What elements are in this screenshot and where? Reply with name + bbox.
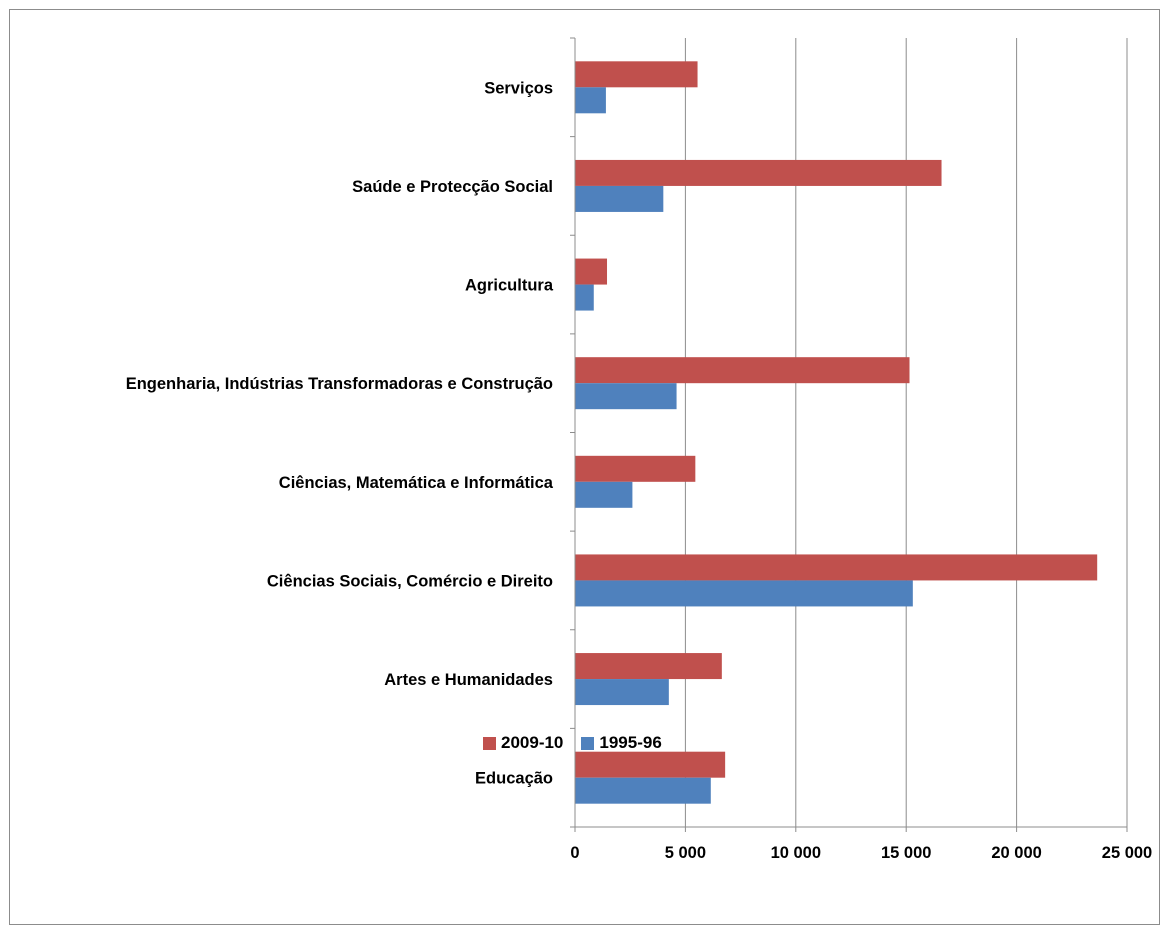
bar-2009-10-3 — [575, 455, 696, 482]
category-label-4: Engenharia, Indústrias Transformadoras e… — [126, 375, 553, 393]
bar-1995-96-0 — [575, 777, 711, 804]
bar-1995-96-2 — [575, 580, 913, 607]
x-tick-label-4: 20 000 — [991, 844, 1041, 862]
legend-swatch-1995-96 — [581, 736, 595, 750]
chart-legend: 2009-10 1995-96 — [483, 732, 680, 754]
bar-1995-96-5 — [575, 284, 594, 311]
category-label-2: Ciências Sociais, Comércio e Direito — [267, 572, 553, 590]
category-label-6: Saúde e Protecção Social — [352, 178, 553, 196]
x-tick-label-0: 0 — [570, 844, 579, 862]
category-label-3: Ciências, Matemática e Informática — [279, 474, 554, 492]
bar-1995-96-3 — [575, 481, 633, 508]
bar-2009-10-4 — [575, 357, 910, 384]
bar-2009-10-6 — [575, 159, 942, 186]
category-label-7: Serviços — [484, 79, 553, 97]
legend-label-2009-10: 2009-10 — [501, 733, 564, 752]
x-tick-label-3: 15 000 — [881, 844, 931, 862]
bar-2009-10-1 — [575, 653, 722, 680]
category-label-1: Artes e Humanidades — [384, 671, 553, 689]
category-label-5: Agricultura — [465, 277, 554, 295]
bar-2009-10-0 — [575, 751, 726, 778]
x-tick-label-1: 5 000 — [665, 844, 706, 862]
legend-item-1995-96: 1995-96 — [581, 733, 662, 753]
legend-label-1995-96: 1995-96 — [599, 733, 662, 752]
bar-2009-10-5 — [575, 258, 608, 285]
bar-1995-96-1 — [575, 679, 669, 706]
bar-1995-96-4 — [575, 383, 677, 410]
category-label-0: Educação — [475, 770, 553, 788]
x-tick-label-2: 10 000 — [771, 844, 821, 862]
legend-item-2009-10: 2009-10 — [483, 733, 563, 753]
bar-2009-10-7 — [575, 61, 698, 88]
x-tick-label-5: 25 000 — [1102, 844, 1152, 862]
bar-2009-10-2 — [575, 554, 1098, 581]
legend-swatch-2009-10 — [483, 736, 496, 750]
bar-1995-96-7 — [575, 87, 606, 114]
bar-1995-96-6 — [575, 185, 664, 212]
